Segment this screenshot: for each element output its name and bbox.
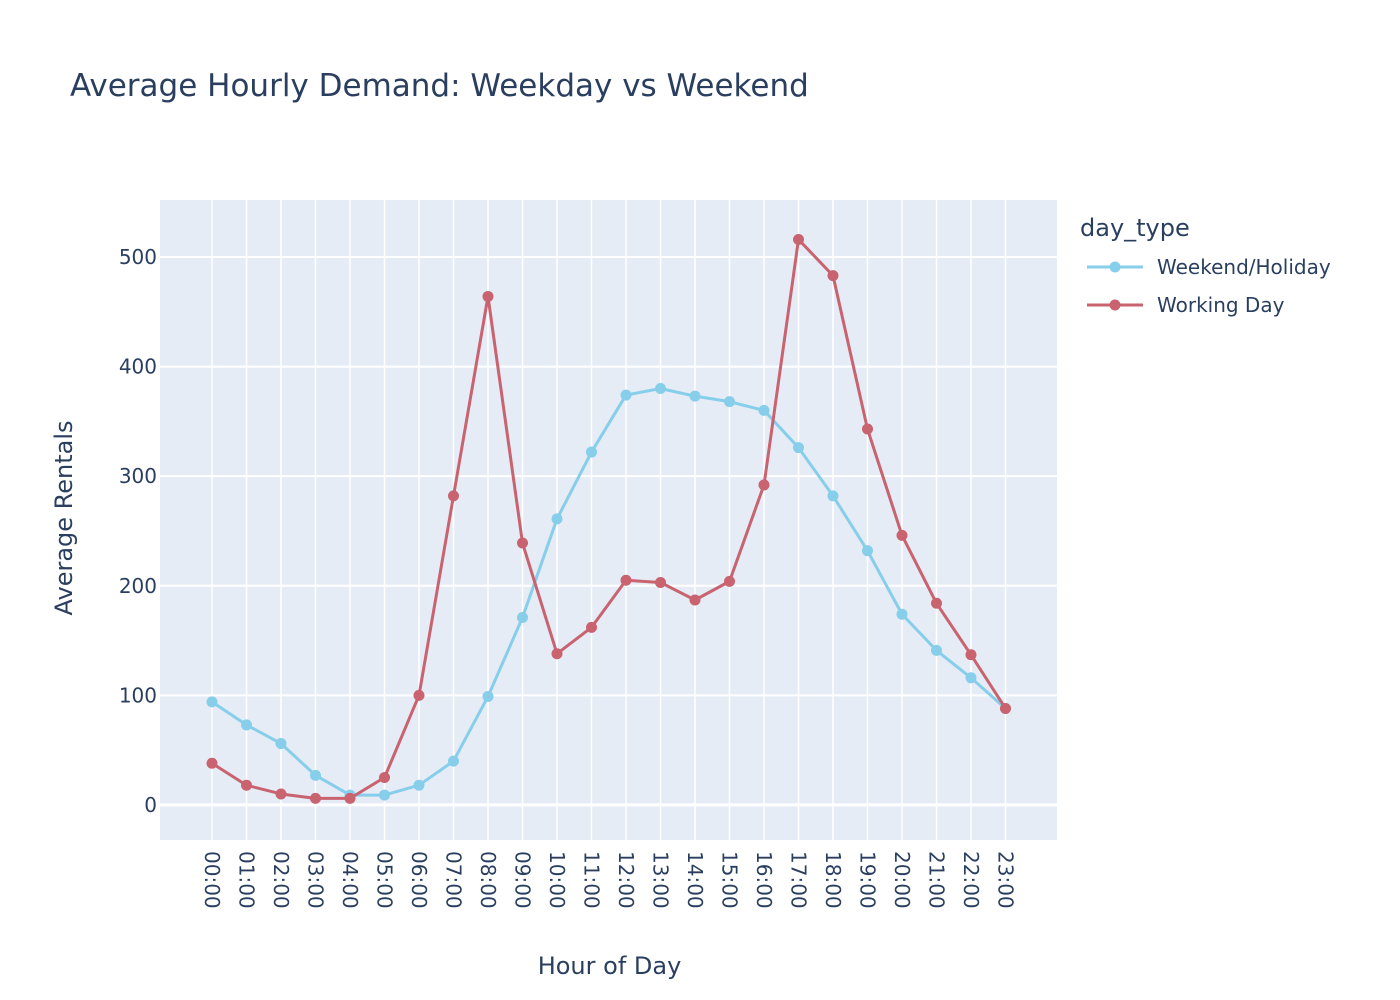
legend-item-weekend-holiday[interactable]: Weekend/Holiday <box>1157 255 1331 279</box>
data-point-weekend-holiday <box>448 755 459 767</box>
data-point-weekend-holiday <box>517 612 528 624</box>
y-tick-label: 0 <box>144 793 157 817</box>
data-point-working-day <box>793 233 804 245</box>
data-point-working-day <box>689 594 701 606</box>
data-point-working-day <box>724 575 735 587</box>
y-tick-label: 400 <box>119 355 157 379</box>
x-tick-label: 10:00 <box>545 851 569 909</box>
data-point-working-day <box>413 689 425 701</box>
x-tick-label: 17:00 <box>787 851 811 909</box>
data-point-weekend-holiday <box>379 789 390 801</box>
data-point-weekend-holiday <box>862 545 873 557</box>
x-tick-label: 19:00 <box>856 851 880 909</box>
data-point-working-day <box>620 574 632 586</box>
x-tick-label: 01:00 <box>235 851 259 909</box>
y-tick-label: 500 <box>119 245 157 269</box>
data-point-working-day <box>344 792 356 804</box>
data-point-weekend-holiday <box>827 490 839 502</box>
x-tick-label: 00:00 <box>200 851 224 909</box>
data-point-working-day <box>965 649 977 661</box>
legend-swatch-marker-weekend-holiday[interactable] <box>1109 261 1121 273</box>
x-tick-label: 07:00 <box>442 851 466 909</box>
x-tick-label: 20:00 <box>890 851 914 909</box>
data-point-working-day <box>310 792 321 804</box>
data-point-working-day <box>517 537 528 549</box>
legend-swatch-marker-working-day[interactable] <box>1109 299 1121 311</box>
x-tick-label: 03:00 <box>304 851 328 909</box>
data-point-working-day <box>275 788 287 800</box>
data-point-weekend-holiday <box>965 672 977 684</box>
x-tick-label: 13:00 <box>649 851 673 909</box>
x-tick-label: 02:00 <box>269 851 293 909</box>
data-point-working-day <box>482 290 494 302</box>
data-point-weekend-holiday <box>206 696 218 708</box>
data-point-working-day <box>655 576 666 588</box>
x-tick-label: 15:00 <box>718 851 742 909</box>
data-point-weekend-holiday <box>551 513 563 525</box>
x-tick-label: 21:00 <box>925 851 949 909</box>
data-point-weekend-holiday <box>758 404 770 416</box>
data-point-weekend-holiday <box>275 738 287 750</box>
data-point-weekend-holiday <box>586 446 597 458</box>
data-point-working-day <box>379 772 390 784</box>
y-tick-label: 300 <box>119 464 157 488</box>
x-tick-label: 16:00 <box>752 851 776 909</box>
x-tick-label: 18:00 <box>821 851 845 909</box>
data-point-working-day <box>586 621 597 633</box>
data-point-working-day <box>1000 702 1011 714</box>
x-tick-label: 04:00 <box>338 851 362 909</box>
legend-title: day_type <box>1080 214 1190 242</box>
data-point-weekend-holiday <box>655 382 666 394</box>
x-tick-label: 05:00 <box>373 851 397 909</box>
data-point-weekend-holiday <box>482 690 494 702</box>
data-point-working-day <box>448 490 459 502</box>
data-point-working-day <box>827 270 839 282</box>
data-point-working-day <box>758 479 770 491</box>
y-tick-label: 100 <box>119 683 157 707</box>
data-point-weekend-holiday <box>241 719 252 731</box>
data-point-weekend-holiday <box>896 608 908 620</box>
x-tick-label: 23:00 <box>994 851 1018 909</box>
chart-title: Average Hourly Demand: Weekday vs Weeken… <box>70 68 809 104</box>
data-point-working-day <box>896 529 908 541</box>
series-line-working-day <box>211 237 1007 800</box>
y-tick-label: 200 <box>119 574 157 598</box>
x-tick-label: 08:00 <box>476 851 500 909</box>
legend-item-working-day[interactable]: Working Day <box>1157 293 1285 317</box>
data-point-weekend-holiday <box>793 442 804 454</box>
data-point-working-day <box>931 597 942 609</box>
data-point-weekend-holiday <box>689 390 701 402</box>
data-point-working-day <box>862 423 873 435</box>
x-tick-label: 12:00 <box>614 851 638 909</box>
series-line-weekend-holiday <box>211 386 1007 797</box>
x-tick-label: 09:00 <box>511 851 535 909</box>
data-point-weekend-holiday <box>620 389 632 401</box>
data-point-working-day <box>241 779 252 791</box>
data-point-working-day <box>206 757 218 769</box>
x-axis-title: Hour of Day <box>538 952 682 980</box>
data-point-working-day <box>551 648 563 660</box>
x-tick-label: 14:00 <box>683 851 707 909</box>
y-axis-title: Average Rentals <box>50 420 78 615</box>
x-tick-label: 11:00 <box>580 851 604 909</box>
data-point-weekend-holiday <box>413 779 425 791</box>
data-point-weekend-holiday <box>724 396 735 408</box>
data-point-weekend-holiday <box>931 644 942 656</box>
x-tick-label: 22:00 <box>959 851 983 909</box>
plot-background <box>160 200 1057 840</box>
data-point-weekend-holiday <box>310 769 321 781</box>
x-tick-label: 06:00 <box>407 851 431 909</box>
